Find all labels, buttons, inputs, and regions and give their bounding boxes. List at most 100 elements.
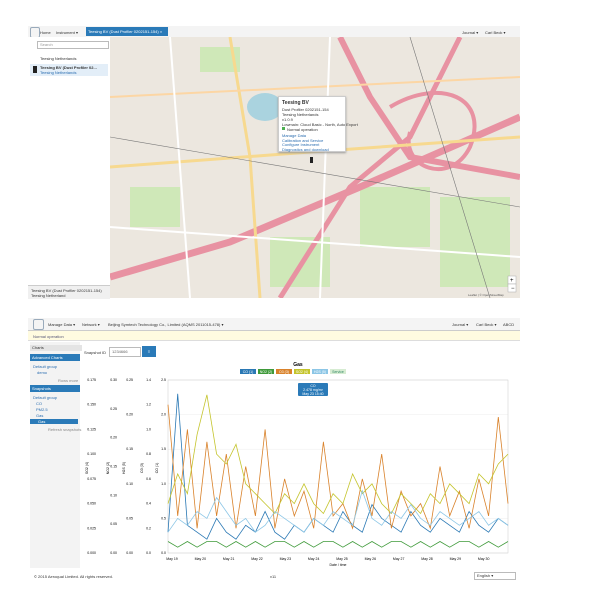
chart-item[interactable]: demo — [37, 370, 48, 375]
sidebar — [28, 37, 111, 298]
group[interactable]: Default group — [33, 395, 58, 400]
version: v11 — [270, 574, 277, 579]
x-tick-label: May 27 — [393, 557, 405, 561]
map[interactable]: +− — [110, 37, 520, 298]
map-feature — [507, 283, 517, 293]
legend-label: CO (1) — [243, 370, 254, 374]
nav-home[interactable]: Home — [40, 30, 51, 35]
footer-subtitle: Teesing Netherland — [31, 293, 66, 298]
snapshot-item[interactable]: PM2.5 — [36, 407, 48, 412]
nav-extra[interactable]: ABCD — [503, 322, 515, 327]
nav-instrument[interactable]: Instrument — [56, 30, 78, 35]
y-tick-label: 1.4 — [146, 378, 151, 382]
group[interactable]: Default group — [33, 364, 58, 369]
map-feature — [110, 37, 520, 298]
status-bar: Normal operation — [28, 331, 520, 341]
tooltip-line: May 23 15:40 — [302, 392, 323, 396]
x-tick-label: May 24 — [308, 557, 320, 561]
nav-journal[interactable]: Journal — [452, 322, 468, 327]
nav-manage[interactable]: Manage Data — [48, 322, 75, 327]
snapshot-input[interactable]: 1234666 — [109, 347, 141, 357]
legend-item[interactable]: CO (1) — [240, 369, 256, 374]
chart: Gas CO (1) NO2 (2) O3 (3) SO2 (4) H2S (5) Serv… — [85, 362, 509, 567]
snapshot-label: Snapshot ID — [84, 350, 107, 355]
popup-line: Teesing Netherlands — [282, 112, 319, 117]
nav-tab[interactable]: Teesing BV (Dust Profiler 0202151-154) × — [86, 27, 168, 36]
nav-journal[interactable]: Journal — [462, 30, 478, 35]
y-tick-label: 0.20 — [126, 413, 133, 417]
map-feature — [110, 113, 520, 281]
language-select[interactable]: English — [474, 572, 516, 580]
y-tick-label: 0.0 — [146, 551, 151, 555]
legend-swatch — [312, 369, 328, 374]
y-tick-label: 0.075 — [87, 477, 96, 481]
snapshot-item[interactable]: Gas — [36, 413, 44, 418]
snapshot-item[interactable]: CO — [36, 401, 42, 406]
legend-label: Service — [332, 370, 344, 374]
site-item[interactable]: Teesing Netherlands — [30, 54, 108, 62]
advanced-header[interactable]: Advanced Charts — [30, 354, 80, 361]
x-tick-label: May 22 — [251, 557, 263, 561]
axis-title: CO (1) — [155, 463, 159, 474]
tab-text: Teesing BV (Dust Profiler 0202151-154) — [88, 29, 159, 34]
popup-link[interactable]: Diagnostics and download — [282, 146, 329, 152]
item-title: Teesing BV (Dust Profiler 02... — [40, 65, 97, 70]
nav-site[interactable]: Beijing Symtech Technology Co., Limited … — [108, 322, 223, 327]
instrument-item[interactable]: Teesing BV (Dust Profiler 02... Teesing N… — [30, 64, 108, 76]
legend-item[interactable]: NO2 (2) — [258, 369, 274, 374]
legend-label: SO2 (4) — [296, 370, 308, 374]
series-line — [167, 394, 509, 515]
search-box[interactable]: Search — [37, 41, 109, 49]
map-attribution: Leaflet | © OpenStreetMap — [468, 293, 504, 297]
popup-link[interactable]: Configure Instrument — [282, 142, 320, 147]
footer-title: Teesing BV (Dust Profiler 0202151-154) — [31, 288, 102, 293]
x-tick-label: May 20 — [195, 557, 207, 561]
legend-swatch — [258, 369, 274, 374]
popup-line: Dust Profiler 0202151-154 — [282, 107, 329, 112]
popup-link[interactable]: Manage Data — [282, 133, 307, 138]
tooltip-box — [298, 383, 328, 396]
logo[interactable] — [33, 319, 44, 330]
y-tick-label: 0.8 — [146, 452, 151, 456]
map-feature — [110, 76, 520, 98]
series-line — [167, 393, 509, 540]
charts-sidebar: Charts Advanced Charts Default group dem… — [30, 342, 82, 568]
more[interactable]: Rows more — [58, 378, 79, 383]
x-tick-label: May 26 — [365, 557, 377, 561]
x-tick-label: May 29 — [450, 557, 462, 561]
popup-line: Lowmain: Cloud Basic - North, Auto Expor… — [282, 122, 358, 127]
legend-item[interactable]: O3 (3) — [276, 369, 292, 374]
nav-user[interactable]: Carl Beck — [476, 322, 496, 327]
legend-swatch — [330, 369, 346, 374]
menu-button[interactable]: ≡ — [142, 346, 156, 357]
nav-network[interactable]: Network — [82, 322, 100, 327]
map-feature — [110, 37, 520, 298]
y-tick-label: 0.25 — [110, 407, 117, 411]
legend-swatch — [240, 369, 256, 374]
y-tick-label: 0.10 — [110, 493, 117, 497]
y-tick-label: 0.0 — [161, 551, 166, 555]
y-tick-label: 0.05 — [126, 516, 133, 520]
y-tick-label: 2.5 — [161, 378, 166, 382]
legend-item[interactable]: H2S (5) — [312, 369, 328, 374]
x-tick-label: May 19 — [166, 557, 178, 561]
y-tick-label: 0.2 — [146, 526, 151, 530]
popup-line: v1.0.9 — [282, 117, 293, 122]
instrument-icon — [33, 66, 37, 73]
y-tick-label: 0.125 — [87, 427, 96, 431]
nav-user[interactable]: Carl Beck — [485, 30, 505, 35]
y-tick-label: 0.15 — [126, 447, 133, 451]
refresh[interactable]: Refresh snapshots — [48, 427, 82, 432]
snapshots-header[interactable]: Snapshots — [30, 385, 80, 392]
y-tick-label: 0.150 — [87, 403, 96, 407]
status-dot — [282, 127, 285, 130]
x-tick-label: May 23 — [280, 557, 292, 561]
legend-item[interactable]: SO2 (4) — [294, 369, 310, 374]
popup-link[interactable]: Calibration and Service — [282, 137, 324, 143]
series-line — [167, 541, 509, 548]
y-tick-label: 0.000 — [87, 551, 96, 555]
legend-swatch — [294, 369, 310, 374]
map-popup: Teesing BV Dust Profiler 0202151-154 Tees… — [278, 96, 358, 152]
